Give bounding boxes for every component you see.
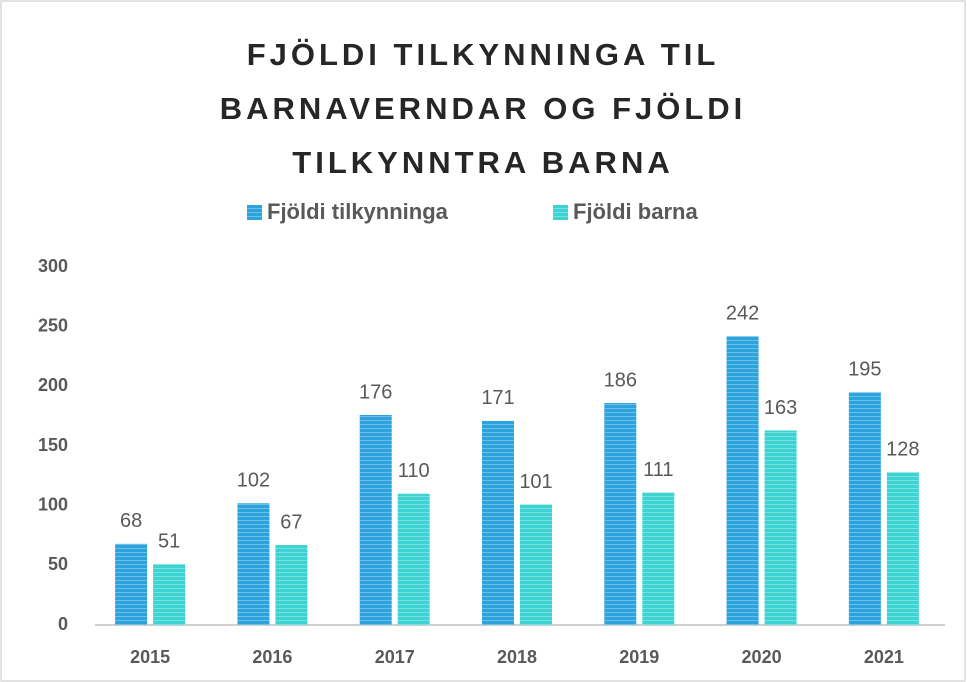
legend-swatch [247, 205, 262, 220]
data-label: 242 [726, 302, 759, 324]
bar [482, 420, 514, 625]
data-label: 163 [764, 397, 797, 419]
legend-label: Fjöldi tilkynninga [267, 199, 449, 224]
legend-swatch [553, 205, 568, 220]
data-label: 101 [519, 471, 552, 493]
y-tick-label: 150 [38, 435, 68, 455]
bar [520, 504, 552, 625]
y-tick-label: 200 [38, 375, 68, 395]
data-label: 111 [643, 459, 673, 481]
bar [886, 472, 919, 625]
bar [359, 414, 392, 625]
legend-label: Fjöldi barna [573, 199, 698, 224]
data-label: 51 [158, 530, 180, 552]
x-tick-label: 2018 [497, 647, 537, 667]
bar [153, 564, 186, 625]
data-label: 68 [120, 510, 142, 532]
data-label: 128 [886, 439, 919, 461]
y-tick-label: 50 [48, 554, 68, 574]
y-tick-label: 300 [38, 256, 68, 276]
bar [237, 503, 270, 625]
x-tick-label: 2015 [130, 647, 170, 667]
y-tick-label: 250 [38, 315, 68, 335]
x-tick-label: 2020 [742, 647, 782, 667]
y-tick-label: 100 [38, 494, 68, 514]
data-label: 186 [604, 369, 637, 391]
bar [604, 403, 637, 625]
bar [115, 543, 148, 625]
x-tick-label: 2021 [864, 647, 904, 667]
bar [642, 492, 675, 625]
bar [397, 493, 430, 625]
bar [275, 545, 308, 625]
data-label: 195 [848, 359, 881, 381]
x-tick-label: 2019 [619, 647, 659, 667]
chart-title: FJÖLDI TILKYNNINGA TIL BARNAVERNDAR OG F… [219, 37, 747, 180]
bar [764, 430, 797, 625]
data-label: 102 [237, 470, 270, 492]
bar [726, 336, 759, 625]
bar [848, 392, 881, 625]
data-label: 176 [359, 381, 392, 403]
data-label: 110 [398, 460, 430, 482]
x-tick-label: 2017 [375, 647, 415, 667]
y-tick-label: 0 [58, 614, 68, 634]
data-label: 171 [481, 387, 514, 409]
x-tick-label: 2016 [252, 647, 292, 667]
data-label: 67 [280, 511, 302, 533]
